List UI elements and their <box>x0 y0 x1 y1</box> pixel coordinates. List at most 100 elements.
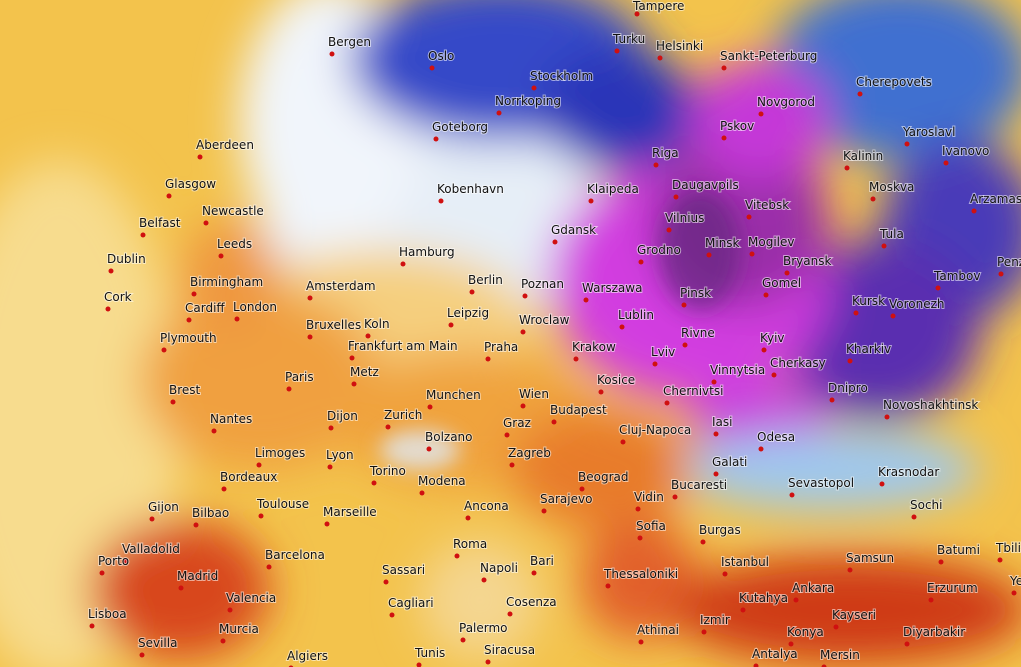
city-marker <box>879 481 885 487</box>
city-label: Brest <box>169 383 201 397</box>
city-marker <box>161 347 167 353</box>
city-label: Rivne <box>681 326 715 340</box>
city-marker <box>789 492 795 498</box>
city-marker <box>653 162 659 168</box>
city-marker <box>884 414 890 420</box>
city-label: Budapest <box>550 403 607 417</box>
city-label: Klaipeda <box>587 182 639 196</box>
city-label: Konya <box>787 625 824 639</box>
city-label: Newcastle <box>202 204 264 218</box>
city-label: Gijon <box>148 500 179 514</box>
city-marker <box>178 585 184 591</box>
city-label: Yerevan <box>1009 574 1021 588</box>
city-marker <box>89 623 95 629</box>
city-marker <box>701 629 707 635</box>
city-marker <box>935 285 941 291</box>
city-marker <box>365 333 371 339</box>
city-layer: Tampere Turku Helsinki Sankt-Peterburg Chere… <box>87 0 1021 667</box>
city-label: Siracusa <box>484 643 535 657</box>
city-marker <box>588 198 594 204</box>
city-marker <box>531 85 537 91</box>
city-marker <box>123 558 129 564</box>
city-marker <box>221 486 227 492</box>
city-label: Bari <box>530 554 554 568</box>
city-marker <box>853 310 859 316</box>
city-label: Valencia <box>226 591 276 605</box>
city-label: Bordeaux <box>220 470 277 484</box>
city-label: Wien <box>519 387 549 401</box>
city-label: Lviv <box>651 345 675 359</box>
city-label: Helsinki <box>656 39 703 53</box>
city-marker <box>496 110 502 116</box>
city-label: Arzamas <box>970 192 1021 206</box>
city-label: Galati <box>712 455 747 469</box>
city-marker <box>620 439 626 445</box>
city-label: Vidin <box>634 490 664 504</box>
city-marker <box>448 322 454 328</box>
city-marker <box>763 292 769 298</box>
city-label: Ivanovo <box>942 144 989 158</box>
city-label: Dublin <box>107 252 146 266</box>
city-marker <box>870 196 876 202</box>
city-label: Tula <box>879 227 904 241</box>
city-label: Paris <box>285 370 314 384</box>
city-label: Sochi <box>910 498 943 512</box>
city-marker <box>666 227 672 233</box>
city-marker <box>928 597 934 603</box>
city-marker <box>433 136 439 142</box>
city-marker <box>821 664 827 667</box>
city-label: Tbilisi <box>995 541 1021 555</box>
city-marker <box>711 379 717 385</box>
city-marker <box>509 462 515 468</box>
city-label: Valladolid <box>122 542 180 556</box>
city-label: Dnipro <box>828 381 868 395</box>
city-label: London <box>233 300 277 314</box>
city-label: Krasnodar <box>878 465 939 479</box>
city-label: Cardiff <box>185 301 225 315</box>
city-marker <box>904 141 910 147</box>
city-label: Krakow <box>572 340 616 354</box>
city-label: Barcelona <box>265 548 325 562</box>
city-marker <box>829 397 835 403</box>
city-label: Leipzig <box>447 306 489 320</box>
city-label: Gomel <box>762 276 801 290</box>
city-marker <box>847 358 853 364</box>
city-label: Grodno <box>637 243 681 257</box>
city-marker <box>672 494 678 500</box>
city-label: Cosenza <box>506 595 557 609</box>
city-label: Algiers <box>287 649 328 663</box>
city-marker <box>721 65 727 71</box>
city-label: Koln <box>364 317 390 331</box>
city-marker <box>286 386 292 392</box>
city-label: Bolzano <box>425 430 473 444</box>
city-label: Turku <box>612 32 645 46</box>
city-label: Sarajevo <box>540 492 592 506</box>
city-marker <box>266 564 272 570</box>
city-marker <box>605 583 611 589</box>
city-label: Vinnytsia <box>710 363 765 377</box>
city-label: Bryansk <box>783 254 831 268</box>
city-label: Praha <box>484 340 518 354</box>
city-label: Kutahya <box>739 591 788 605</box>
city-marker <box>507 611 513 617</box>
city-label: Roma <box>453 537 487 551</box>
city-label: Tambov <box>933 269 980 283</box>
city-marker <box>758 446 764 452</box>
city-label: Frankfurt am Main <box>348 339 458 353</box>
city-marker <box>108 268 114 274</box>
city-label: Limoges <box>255 446 305 460</box>
city-marker <box>664 400 670 406</box>
city-label: Modena <box>418 474 466 488</box>
city-marker <box>256 462 262 468</box>
city-marker <box>844 165 850 171</box>
city-marker <box>485 356 491 362</box>
city-label: Batumi <box>937 543 980 557</box>
city-label: Daugavpils <box>672 178 739 192</box>
city-marker <box>139 652 145 658</box>
city-label: Sevilla <box>138 636 177 650</box>
city-label: Istanbul <box>721 555 769 569</box>
city-marker <box>552 239 558 245</box>
city-label: Vitebsk <box>745 198 789 212</box>
city-marker <box>943 160 949 166</box>
